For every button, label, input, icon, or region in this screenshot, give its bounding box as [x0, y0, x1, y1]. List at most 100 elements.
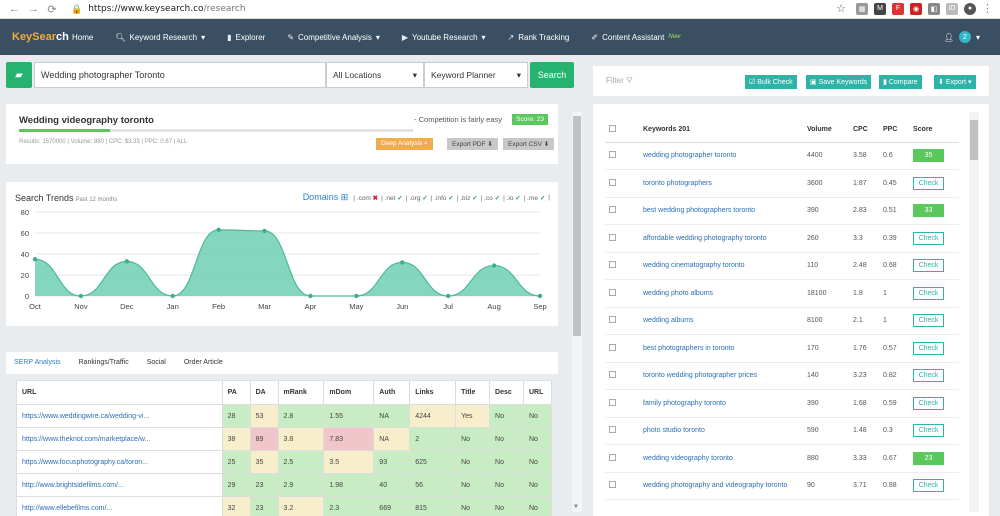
nav-keyword-research[interactable]: 🔍︎ Keyword Research ▾: [115, 33, 205, 42]
check-score-button[interactable]: Check: [913, 286, 944, 300]
check-score-button[interactable]: Check: [913, 259, 944, 273]
tab-social[interactable]: Social: [146, 359, 166, 366]
keyword-column-header[interactable]: CPC: [853, 118, 883, 143]
extension-icon[interactable]: M: [874, 2, 886, 15]
check-score-button[interactable]: Check: [913, 341, 944, 355]
notification-badge[interactable]: 2: [958, 31, 971, 43]
serp-column-header[interactable]: Auth: [373, 380, 411, 405]
check-score-button[interactable]: Check: [913, 396, 944, 410]
scroll-down-icon[interactable]: ▼: [573, 504, 579, 510]
export-pdf-button[interactable]: Export PDF ⬇: [447, 138, 498, 150]
nav-rank-tracking[interactable]: ↗ Rank Tracking: [508, 33, 570, 42]
nav-youtube-research[interactable]: ▶ Youtube Research ▾: [402, 33, 486, 42]
profile-avatar[interactable]: ●: [964, 2, 976, 15]
keyword-checkbox[interactable]: [609, 481, 616, 489]
tab-serp-analysis[interactable]: SERP Analysis: [14, 359, 61, 366]
check-score-button[interactable]: Check: [913, 424, 944, 438]
tab-rankings-traffic[interactable]: Rankings/Traffic: [78, 359, 129, 366]
keyword-checkbox[interactable]: [609, 151, 616, 159]
keyword-column-header[interactable]: PPC: [883, 118, 913, 143]
serp-column-header[interactable]: Desc: [489, 380, 524, 405]
keyword-link[interactable]: wedding photography and videography toro…: [643, 472, 807, 500]
location-select[interactable]: All Locations ▾: [326, 62, 424, 88]
address-bar[interactable]: https://www.keysearch.co/research: [88, 4, 245, 14]
keyword-column-header[interactable]: Score: [913, 118, 959, 143]
keyword-link[interactable]: wedding cinematography toronto: [643, 252, 807, 280]
search-button[interactable]: Search: [530, 62, 574, 88]
keyword-link[interactable]: wedding photographer toronto: [643, 142, 807, 170]
keyword-checkbox[interactable]: [609, 178, 616, 186]
keysearch-logo[interactable]: KeySearch: [12, 31, 72, 43]
export-button[interactable]: ⬇ Export ▾: [934, 75, 976, 89]
export-csv-button[interactable]: Export CSV ⬇: [503, 138, 555, 150]
folder-open-icon[interactable]: ▰: [6, 62, 32, 88]
select-all-checkbox[interactable]: [609, 125, 616, 133]
check-score-button[interactable]: Check: [913, 314, 944, 328]
keyword-link[interactable]: wedding videography toronto: [643, 444, 807, 473]
keyword-checkbox[interactable]: [609, 316, 616, 324]
keyword-checkbox[interactable]: [609, 288, 616, 296]
keyword-link[interactable]: photo studio toronto: [643, 417, 807, 445]
serp-column-header[interactable]: URL: [522, 380, 553, 405]
keyword-link[interactable]: wedding albums: [643, 307, 807, 335]
serp-column-header[interactable]: PA: [221, 380, 251, 405]
serp-column-header[interactable]: mRank: [277, 380, 325, 405]
keyword-link[interactable]: best wedding photographers toronto: [643, 197, 807, 225]
reload-icon[interactable]: ⟳: [47, 3, 57, 16]
back-icon[interactable]: ←: [9, 3, 20, 15]
keyword-checkbox[interactable]: [609, 426, 616, 434]
keyword-link[interactable]: affordable wedding photography toronto: [643, 224, 807, 253]
serp-column-header[interactable]: Links: [409, 380, 457, 405]
keyword-link[interactable]: toronto photographers: [643, 169, 807, 198]
nav-explorer[interactable]: ▮ Explorer: [227, 33, 265, 42]
keyword-checkbox[interactable]: [609, 371, 616, 379]
check-score-button[interactable]: Check: [913, 479, 944, 493]
keyword-checkbox[interactable]: [609, 453, 616, 461]
check-score-button[interactable]: Check: [913, 369, 944, 383]
right-scrollbar[interactable]: [969, 112, 979, 512]
domains-label[interactable]: Domains ⊞: [303, 192, 349, 203]
bookmark-star-icon[interactable]: ☆: [836, 3, 846, 15]
serp-url-link[interactable]: http://www.ellebefilms.com/...: [16, 496, 223, 516]
source-select[interactable]: Keyword Planner ▾: [424, 62, 528, 88]
scrollbar-thumb[interactable]: [573, 116, 581, 336]
bulk-check-button[interactable]: ☑ Bulk Check: [745, 75, 797, 89]
extension-icon[interactable]: F: [892, 2, 904, 15]
nav-home[interactable]: Home: [72, 33, 93, 42]
tab-order-article[interactable]: Order Article: [183, 359, 223, 366]
serp-url-link[interactable]: https://www.theknot.com/marketplace/w...: [16, 427, 223, 451]
keyword-column-header[interactable]: Keywords 201: [643, 118, 807, 143]
scrollbar-thumb[interactable]: [970, 120, 978, 160]
keyword-checkbox[interactable]: [609, 233, 616, 241]
serp-url-link[interactable]: https://www.focusphotography.ca/toron...: [16, 450, 223, 474]
serp-column-header[interactable]: mDom: [323, 380, 375, 405]
keyword-checkbox[interactable]: [609, 261, 616, 269]
keyword-input[interactable]: Wedding photographer Toronto: [34, 62, 326, 88]
extension-icon[interactable]: ◧: [928, 2, 940, 15]
filter-toggle[interactable]: Filter ⛛: [606, 76, 633, 86]
keyword-link[interactable]: family photography toronto: [643, 389, 807, 418]
check-score-button[interactable]: Check: [913, 231, 944, 245]
compare-button[interactable]: ▮ Compare: [879, 75, 922, 89]
left-scrollbar[interactable]: ▼: [572, 112, 582, 512]
deep-analysis-button[interactable]: Deep Analysis ⌕: [376, 138, 433, 150]
user-menu[interactable]: 👤︎ 2 ▾: [944, 31, 980, 43]
serp-column-header[interactable]: URL: [16, 380, 223, 405]
keyword-link[interactable]: toronto wedding photographer prices: [643, 362, 807, 390]
keyword-column-header[interactable]: Volume: [807, 118, 853, 143]
keyword-checkbox[interactable]: [609, 206, 616, 214]
nav-competitive-analysis[interactable]: ✎ Competitive Analysis ▾: [287, 33, 380, 42]
keyword-checkbox[interactable]: [609, 398, 616, 406]
extension-icon[interactable]: iD: [946, 2, 958, 15]
save-keywords-button[interactable]: ▣ Save Keywords: [806, 75, 872, 89]
serp-column-header[interactable]: DA: [249, 380, 279, 405]
serp-url-link[interactable]: https://www.weddingwire.ca/wedding-vi...: [16, 404, 223, 428]
check-score-button[interactable]: Check: [913, 176, 944, 190]
serp-column-header[interactable]: Title: [455, 380, 491, 405]
extension-icon[interactable]: ▦: [856, 2, 868, 15]
keyword-link[interactable]: wedding photo albums: [643, 279, 807, 308]
keyword-link[interactable]: best photographers in toronto: [643, 334, 807, 363]
serp-url-link[interactable]: http://www.brightsidefilms.com/...: [16, 473, 223, 497]
forward-icon[interactable]: →: [28, 3, 39, 15]
nav-content-assistant[interactable]: ✐ Content Assistant New: [591, 33, 680, 42]
